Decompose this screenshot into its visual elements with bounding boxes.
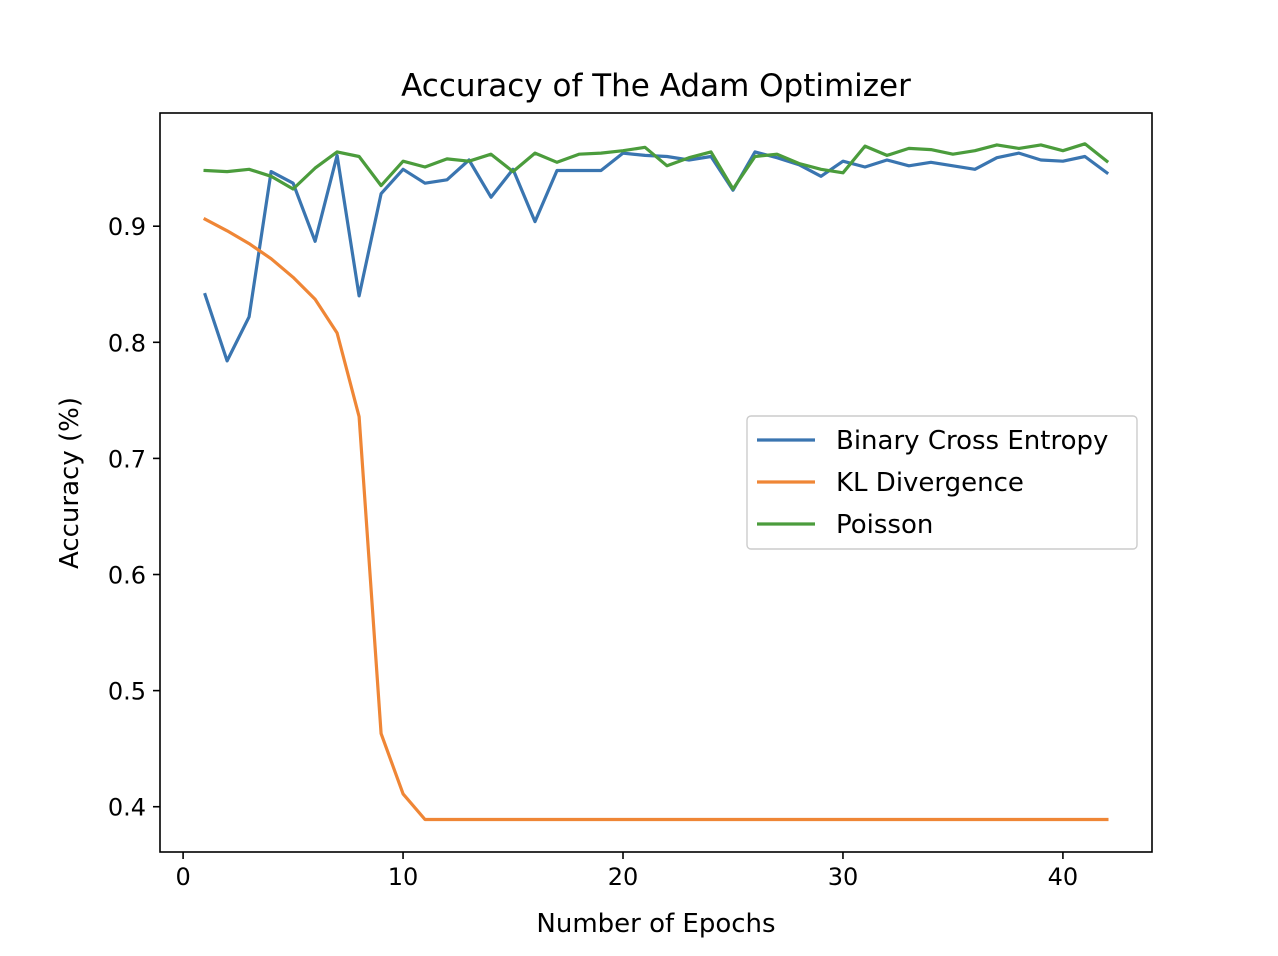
x-axis-label: Number of Epochs bbox=[536, 909, 775, 939]
y-tick-label: 0.7 bbox=[108, 445, 146, 473]
legend-label-1: KL Divergence bbox=[836, 468, 1024, 498]
x-axis-ticks: 0 10 20 30 40 bbox=[175, 852, 1078, 891]
y-tick-label: 0.6 bbox=[108, 562, 146, 590]
legend-label-0: Binary Cross Entropy bbox=[836, 426, 1108, 456]
legend-box bbox=[746, 415, 1138, 550]
plot-lines bbox=[202, 142, 1110, 822]
legend: Binary Cross Entropy KL Divergence Poisson bbox=[746, 415, 1138, 550]
y-tick-label: 0.8 bbox=[108, 329, 146, 357]
y-axis-label: Accuracy (%) bbox=[55, 397, 85, 569]
y-tick-label: 0.5 bbox=[108, 678, 146, 706]
y-tick-label: 0.9 bbox=[108, 213, 146, 241]
x-tick-label: 30 bbox=[828, 863, 859, 891]
x-tick-label: 0 bbox=[175, 863, 190, 891]
chart-title: Accuracy of The Adam Optimizer bbox=[401, 68, 911, 104]
legend-label-2: Poisson bbox=[836, 510, 933, 540]
y-tick-label: 0.4 bbox=[108, 794, 146, 822]
x-tick-label: 20 bbox=[608, 863, 639, 891]
x-tick-label: 10 bbox=[388, 863, 419, 891]
y-axis-ticks: 0.4 0.5 0.6 0.7 0.8 0.9 bbox=[108, 213, 160, 822]
plot-frame bbox=[159, 112, 1153, 853]
x-tick-label: 40 bbox=[1048, 863, 1079, 891]
series-line-1 bbox=[202, 217, 1109, 822]
series-line-2 bbox=[203, 142, 1110, 191]
